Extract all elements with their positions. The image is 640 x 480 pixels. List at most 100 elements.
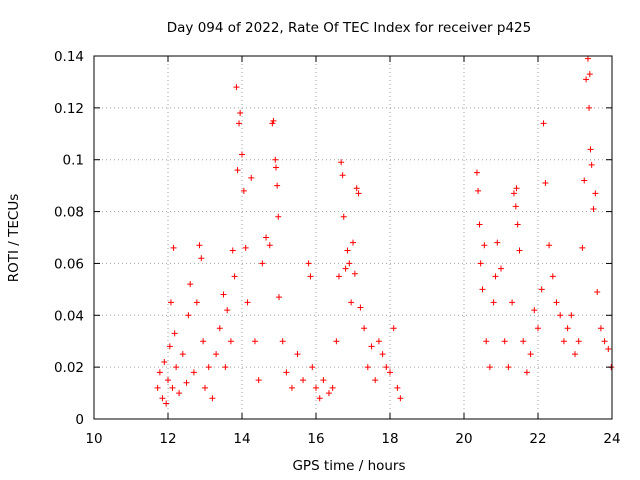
data-point: [514, 221, 521, 228]
x-tick-labels: 10 12 14 16 18 20 22 24: [85, 431, 620, 447]
data-point: [605, 345, 612, 352]
data-point: [387, 369, 393, 376]
data-point: [187, 281, 194, 288]
data-point: [193, 299, 200, 306]
data-point: [320, 377, 327, 384]
data-point: [190, 369, 197, 376]
data-point: [588, 161, 595, 168]
data-point: [542, 180, 549, 187]
data-point: [213, 351, 220, 358]
data-point: [200, 338, 207, 345]
data-point: [339, 172, 346, 179]
data-point: [590, 205, 597, 212]
data-point: [601, 338, 608, 345]
data-point: [273, 164, 280, 171]
data-point: [173, 364, 180, 371]
data-point: [300, 377, 307, 384]
data-point: [475, 187, 482, 194]
data-point: [568, 312, 575, 319]
data-point: [572, 351, 578, 358]
data-point: [587, 146, 594, 153]
data-point: [560, 338, 567, 345]
x-tick-label: 20: [455, 431, 472, 447]
data-point: [333, 338, 340, 345]
data-point: [266, 242, 273, 249]
data-point: [294, 351, 301, 358]
data-point: [383, 364, 390, 371]
data-point: [167, 299, 174, 306]
y-tick-label: 0.1: [63, 153, 84, 169]
data-point: [240, 187, 247, 194]
data-point: [329, 384, 336, 391]
data-point: [165, 377, 171, 384]
chart-title: Day 094 of 2022, Rate Of TEC Index for r…: [167, 20, 531, 36]
data-point: [473, 169, 480, 176]
data-point: [549, 273, 556, 280]
data-point: [222, 364, 229, 371]
data-point: [498, 265, 504, 272]
data-point: [234, 167, 241, 174]
data-point: [166, 343, 173, 350]
x-tick-label: 10: [85, 431, 102, 447]
y-tick-label: 0.06: [54, 256, 84, 272]
data-point: [505, 364, 512, 371]
data-point: [307, 273, 314, 280]
y-axis-label: ROTI / TECUs: [6, 194, 22, 282]
data-point: [509, 299, 516, 306]
data-point: [279, 338, 286, 345]
data-point: [242, 244, 249, 251]
data-point: [169, 384, 176, 391]
data-point: [584, 55, 591, 62]
x-tick-label: 14: [233, 431, 250, 447]
data-point: [575, 338, 582, 345]
data-point: [523, 369, 530, 376]
data-point: [527, 351, 534, 358]
data-point: [372, 377, 379, 384]
data-point: [255, 377, 262, 384]
data-points: [154, 55, 615, 407]
data-point: [490, 299, 497, 306]
data-point: [516, 247, 523, 254]
data-point: [486, 364, 493, 371]
data-point: [586, 104, 593, 111]
data-point: [579, 244, 586, 251]
data-point: [375, 338, 382, 345]
data-point: [196, 242, 203, 249]
data-point: [176, 390, 183, 397]
data-point: [597, 325, 604, 332]
data-point: [244, 299, 251, 306]
data-point: [494, 239, 501, 246]
data-point: [346, 260, 353, 267]
x-axis-label: GPS time / hours: [292, 458, 405, 474]
data-point: [224, 307, 231, 314]
data-point: [275, 213, 282, 220]
data-point: [583, 76, 590, 83]
data-point: [564, 325, 571, 332]
x-tick-label: 18: [381, 431, 398, 447]
axis-ticks: [93, 55, 613, 420]
grid: [94, 56, 612, 419]
data-point: [183, 379, 190, 386]
x-tick-label: 12: [159, 431, 176, 447]
data-point: [351, 270, 358, 277]
data-point: [581, 177, 588, 184]
data-point: [198, 255, 205, 262]
data-point: [340, 213, 347, 220]
data-point: [492, 273, 499, 280]
data-point: [546, 242, 553, 249]
data-point: [272, 156, 279, 163]
plot-frame: [93, 55, 613, 420]
data-point: [229, 247, 236, 254]
data-point: [390, 325, 397, 332]
data-point: [479, 286, 486, 293]
data-point: [316, 395, 323, 402]
data-point: [263, 234, 270, 241]
data-point: [512, 203, 519, 210]
data-point: [355, 190, 362, 197]
data-point: [510, 190, 517, 197]
data-point: [397, 395, 404, 402]
y-tick-label: 0.04: [54, 308, 84, 324]
data-point: [220, 291, 227, 298]
